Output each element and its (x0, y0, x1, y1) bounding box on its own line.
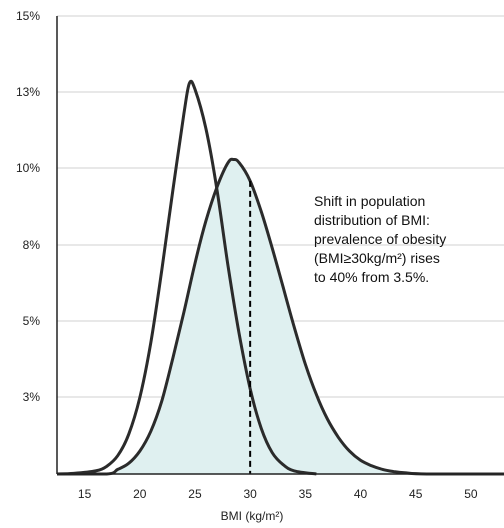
y-tick-label: 10% (16, 161, 40, 175)
annotation-line: (BMI≥30kg/m²) rises (314, 250, 440, 266)
x-tick-label: 30 (243, 487, 257, 501)
y-tick-label: 3% (23, 390, 41, 404)
axes (56, 16, 504, 475)
x-tick-label: 15 (78, 487, 92, 501)
annotation-text: Shift in population distribution of BMI:… (314, 192, 504, 287)
y-tick-label: 8% (23, 238, 41, 252)
y-tick-labels: 15% 13% 10% 8% 5% 3% (16, 9, 40, 404)
x-axis-title: BMI (kg/m²) (221, 509, 284, 523)
annotation-line: prevalence of obesity (314, 231, 447, 247)
annotation-line: distribution of BMI: (314, 212, 430, 228)
original-distribution-line (56, 79, 317, 476)
x-tick-label: 40 (354, 487, 368, 501)
series-fill-area (57, 159, 504, 474)
y-tick-label: 13% (16, 85, 40, 99)
y-tick-label: 15% (16, 9, 40, 23)
y-tick-label: 5% (23, 314, 41, 328)
x-tick-labels: 15 20 25 30 35 40 45 50 (78, 487, 478, 501)
annotation-line: Shift in population (314, 193, 426, 209)
series-layer (56, 79, 504, 476)
x-tick-label: 25 (188, 487, 202, 501)
x-tick-label: 50 (464, 487, 478, 501)
x-tick-label: 45 (409, 487, 423, 501)
x-tick-label: 20 (133, 487, 147, 501)
x-tick-label: 35 (299, 487, 313, 501)
shifted-distribution-line (57, 157, 504, 476)
annotation-line: to 40% from 3.5%. (314, 269, 430, 285)
